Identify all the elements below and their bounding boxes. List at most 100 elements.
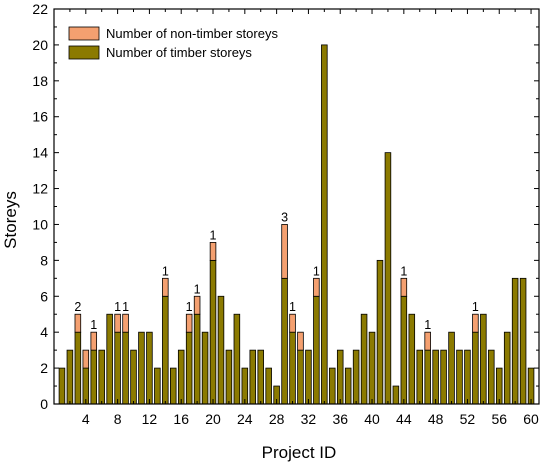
bar-timber-32: [305, 349, 312, 405]
bar-non-timber-33: [313, 277, 320, 297]
bar-timber-14: [162, 295, 169, 405]
data-label-18: 1: [194, 282, 201, 296]
bar-non-timber-29: [281, 224, 288, 279]
y-tick-label-22: 22: [32, 1, 48, 17]
y-tick-label-10: 10: [32, 216, 48, 232]
bar-timber-8: [114, 331, 121, 405]
bar-timber-1: [58, 367, 66, 405]
bar-timber-60: [527, 367, 535, 405]
bar-timber-57: [503, 331, 511, 405]
bar-timber-51: [456, 349, 463, 405]
legend: Number of non-timber storeys Number of ti…: [68, 26, 278, 60]
bar-non-timber-47: [424, 331, 431, 351]
bar-timber-50: [448, 331, 455, 405]
legend-label-timber: Number of timber storeys: [106, 45, 252, 60]
data-label-17: 1: [186, 300, 193, 314]
bar-timber-6: [98, 349, 105, 405]
bar-timber-9: [122, 331, 129, 405]
y-tick-label-16: 16: [32, 109, 48, 125]
x-tick-label-28: 28: [269, 411, 285, 427]
y-tick-label-12: 12: [32, 181, 48, 197]
legend-label-non-timber: Number of non-timber storeys: [106, 26, 278, 41]
bar-timber-7: [106, 313, 113, 405]
data-label-53: 1: [472, 300, 479, 314]
bar-non-timber-30: [289, 313, 296, 333]
bar-timber-10: [130, 349, 137, 405]
bar-timber-41: [376, 259, 384, 405]
bar-non-timber-4: [82, 349, 90, 369]
bar-timber-43: [392, 385, 400, 405]
bar-non-timber-9: [122, 313, 129, 333]
bar-timber-49: [440, 349, 447, 405]
bar-timber-59: [519, 277, 527, 405]
x-tick-label-48: 48: [428, 411, 444, 427]
bar-timber-38: [352, 349, 360, 405]
bar-timber-56: [495, 367, 503, 405]
bar-timber-19: [201, 331, 209, 405]
x-tick-label-60: 60: [523, 411, 539, 427]
bar-non-timber-5: [90, 331, 98, 351]
bar-timber-4: [82, 367, 90, 405]
bar-timber-52: [464, 349, 471, 405]
bar-timber-22: [225, 349, 233, 405]
bar-timber-45: [408, 313, 416, 405]
bar-timber-5: [90, 349, 98, 405]
bar-timber-20: [209, 259, 217, 405]
x-tick-label-8: 8: [114, 411, 122, 427]
bar-timber-25: [249, 349, 257, 405]
bar-timber-55: [488, 349, 495, 405]
y-tick-label-2: 2: [40, 360, 48, 376]
bar-timber-34: [321, 44, 328, 405]
bar-timber-58: [511, 277, 519, 405]
bar-non-timber-44: [400, 277, 408, 297]
data-label-30: 1: [289, 300, 296, 314]
bar-timber-53: [472, 331, 479, 405]
data-label-3: 2: [74, 300, 81, 314]
bar-timber-37: [344, 367, 352, 405]
bar-timber-29: [281, 277, 288, 405]
bar-non-timber-14: [162, 277, 169, 297]
x-tick-label-56: 56: [491, 411, 507, 427]
bar-timber-15: [169, 367, 177, 405]
data-label-5: 1: [90, 318, 97, 332]
bar-non-timber-17: [185, 313, 193, 333]
data-label-8: 1: [114, 300, 121, 314]
bar-timber-39: [360, 313, 368, 405]
bar-timber-23: [233, 313, 241, 405]
bar-timber-40: [368, 331, 376, 405]
data-label-20: 1: [210, 228, 217, 242]
x-axis-title: Project ID: [262, 443, 337, 462]
bar-timber-24: [241, 367, 249, 405]
data-label-14: 1: [162, 264, 169, 278]
bar-timber-46: [416, 349, 423, 405]
bar-timber-35: [329, 367, 336, 405]
y-tick-label-0: 0: [40, 396, 48, 412]
data-label-47: 1: [424, 318, 431, 332]
bar-timber-21: [217, 295, 225, 405]
y-tick-label-6: 6: [40, 288, 48, 304]
y-tick-label-14: 14: [32, 145, 48, 161]
bar-non-timber-53: [472, 313, 479, 333]
bar-timber-36: [336, 349, 344, 405]
bar-non-timber-8: [114, 313, 121, 333]
bar-timber-11: [138, 331, 145, 405]
bar-timber-27: [265, 367, 272, 405]
x-tick-label-16: 16: [173, 411, 189, 427]
x-tick-label-44: 44: [396, 411, 412, 427]
bar-timber-33: [313, 295, 320, 405]
bar-timber-30: [289, 331, 296, 405]
bar-timber-12: [146, 331, 153, 405]
bar-timber-26: [257, 349, 264, 405]
bar-timber-31: [297, 349, 304, 405]
y-tick-label-8: 8: [40, 252, 48, 268]
data-label-44: 1: [400, 264, 407, 278]
x-tick-label-40: 40: [364, 411, 380, 427]
bar-timber-48: [432, 349, 439, 405]
bar-timber-18: [193, 313, 201, 405]
y-tick-label-4: 4: [40, 324, 48, 340]
bar-timber-47: [424, 349, 431, 405]
x-tick-label-52: 52: [460, 411, 476, 427]
